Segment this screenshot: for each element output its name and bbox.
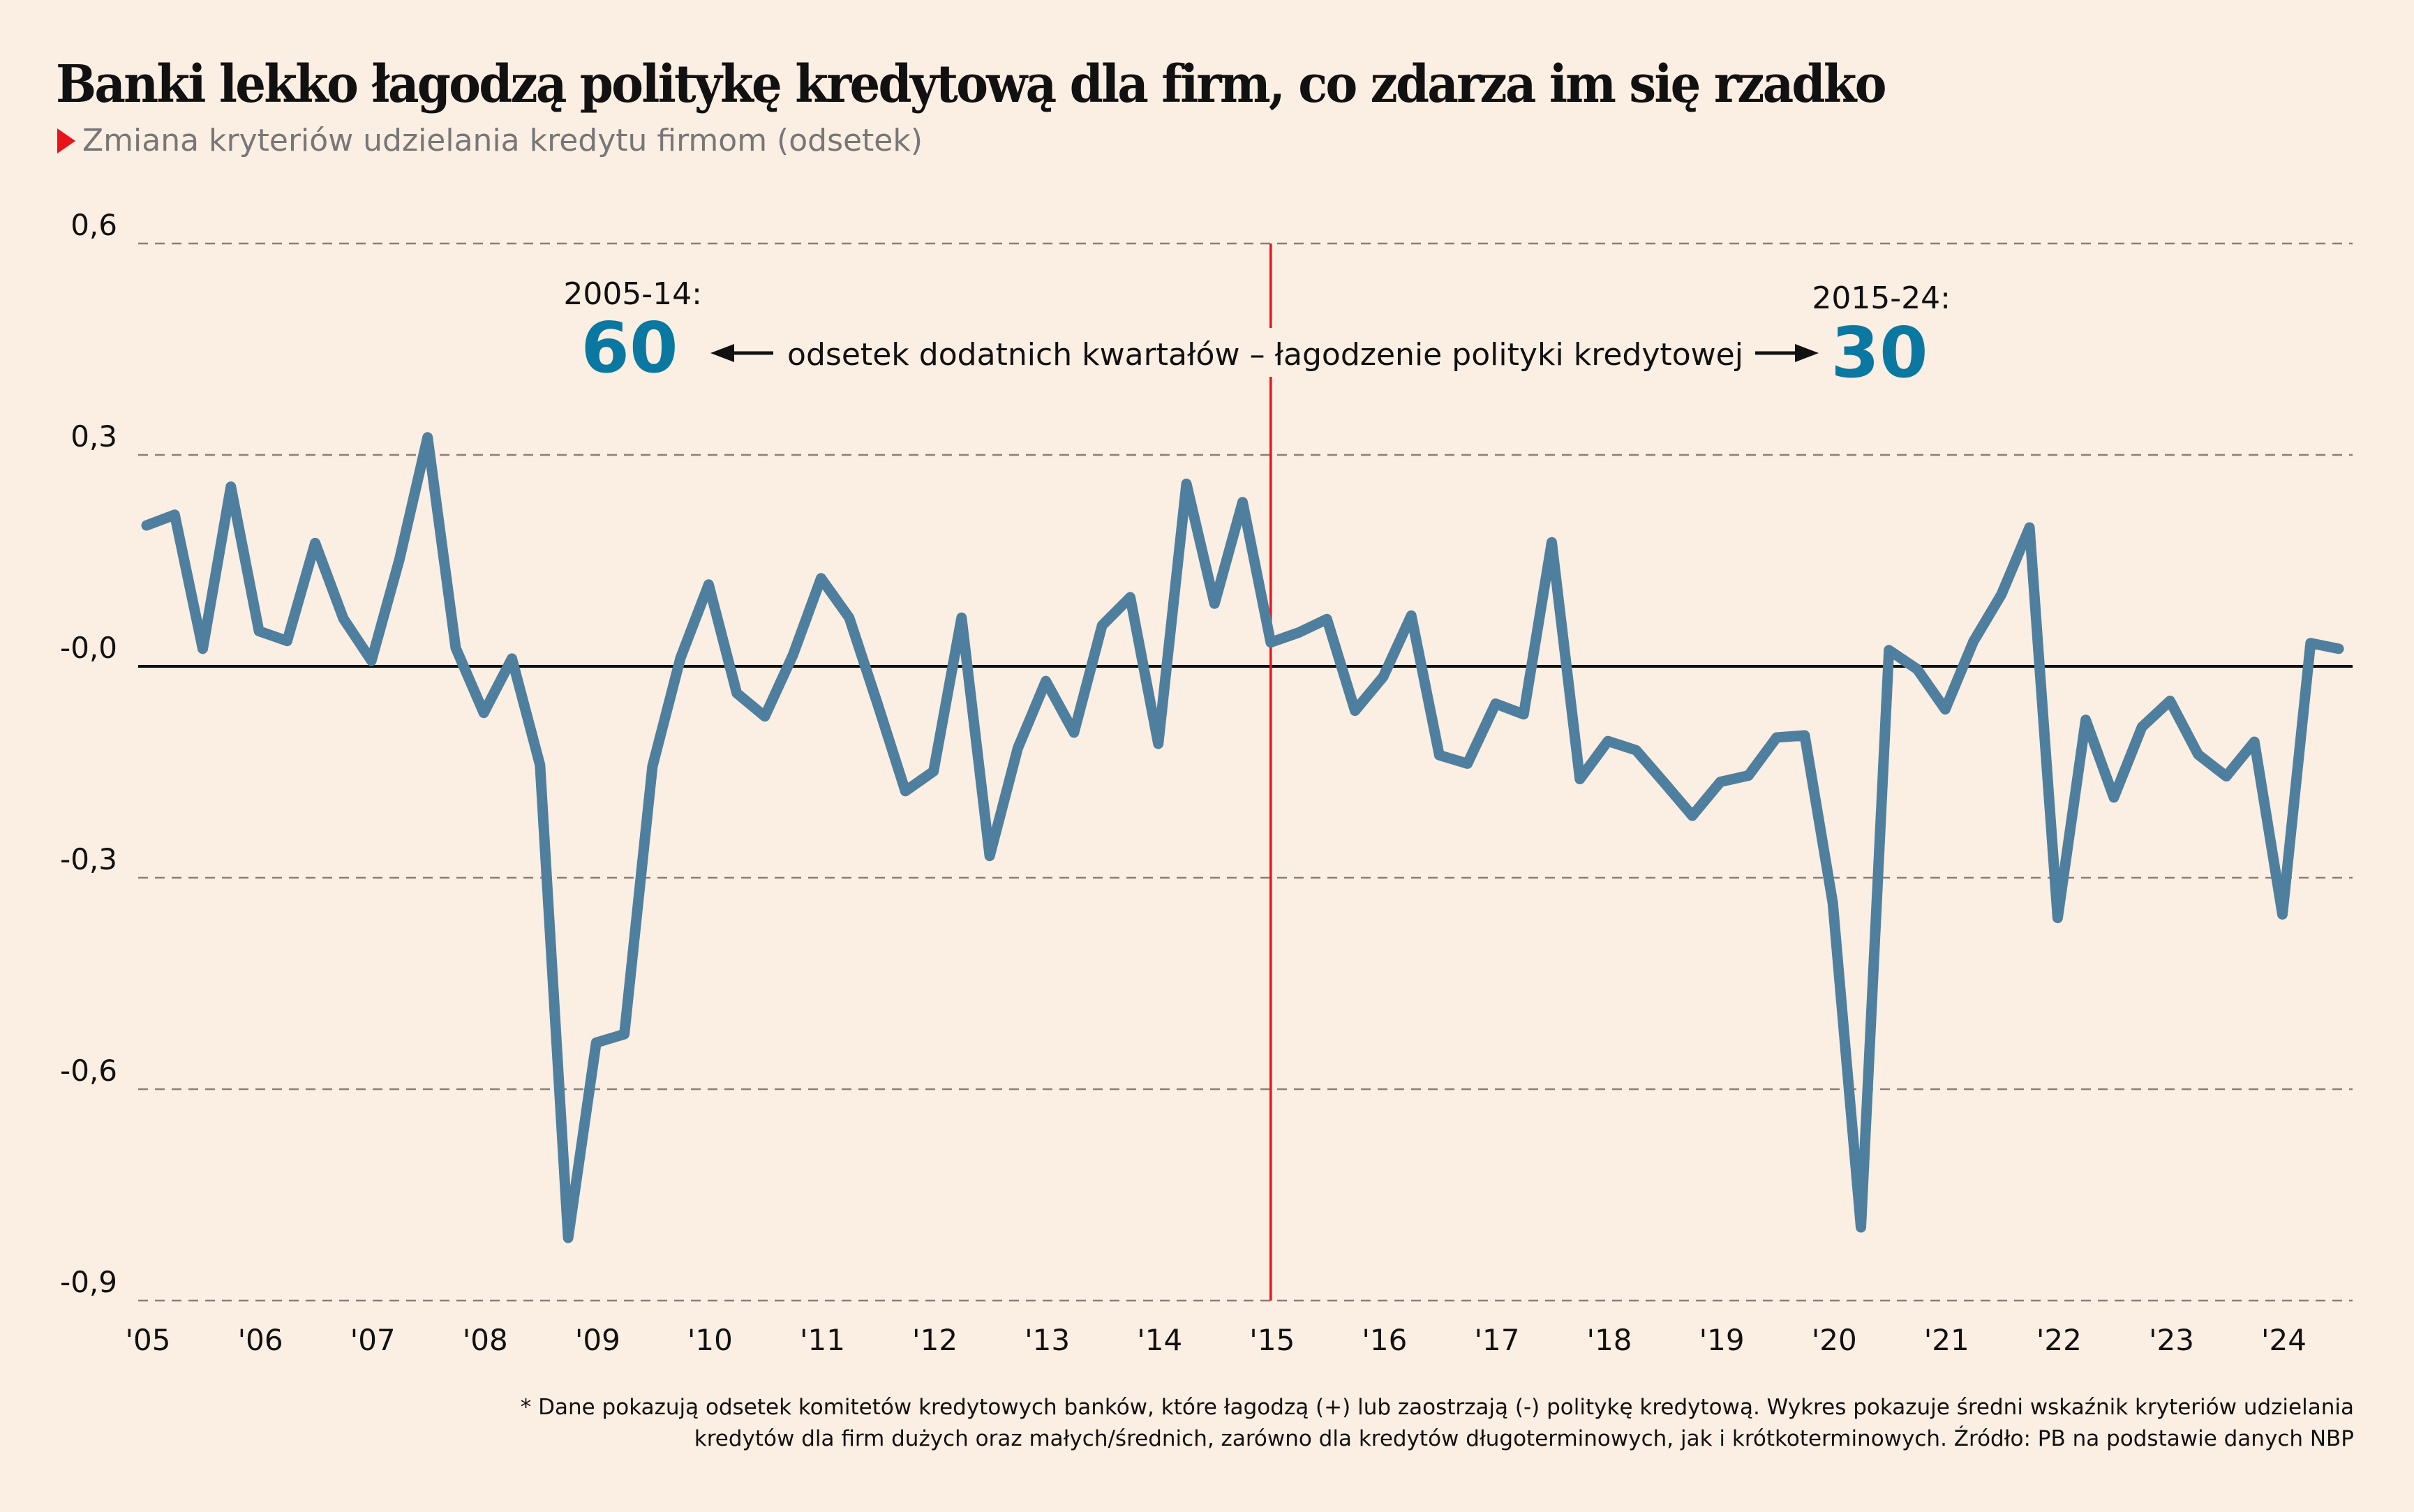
data-point: [1495, 703, 1496, 705]
data-point: [371, 660, 372, 661]
x-tick-label: '11: [800, 1323, 845, 1357]
data-point: [1607, 740, 1609, 742]
x-tick-label: '12: [912, 1323, 958, 1357]
data-point: [933, 770, 934, 772]
x-tick-label: '17: [1474, 1323, 1519, 1357]
x-tick-label: '07: [350, 1323, 396, 1357]
left-value-label: 60: [581, 307, 678, 389]
x-tick-label: '08: [463, 1323, 508, 1357]
x-tick-label: '22: [2036, 1323, 2082, 1357]
x-tick-label: '18: [1587, 1323, 1632, 1357]
red-triangle-icon: [57, 128, 75, 154]
middle-text-bg: [780, 328, 1750, 377]
arrow-left-icon: [710, 344, 773, 362]
data-point: [1748, 775, 1749, 777]
data-point: [2029, 527, 2030, 528]
data-point: [1973, 641, 1974, 643]
data-point: [595, 1042, 597, 1043]
data-point: [736, 692, 738, 694]
data-point: [398, 558, 400, 560]
data-series: [141, 432, 2344, 1243]
x-tick-label: '21: [1924, 1323, 1969, 1357]
data-point: [2141, 726, 2143, 728]
data-point: [680, 657, 681, 659]
x-tick-label: '20: [1812, 1323, 1857, 1357]
y-axis-labels: 0,6 0,3 -0,0 -0,3 -0,6 -0,9: [60, 208, 117, 1299]
data-point: [1101, 624, 1103, 626]
annotations: 2005-14: 60 odsetek dodatnich kwartałów …: [563, 276, 1951, 394]
right-value-label: 30: [1831, 312, 1928, 394]
data-point: [174, 514, 175, 516]
footnote-line-1: * Dane pokazują odsetek komitetów kredyt…: [520, 1395, 2354, 1420]
data-point: [1944, 709, 1946, 710]
footnote-line-2: kredytów dla firm dużych oraz małych/śre…: [694, 1426, 2354, 1451]
data-point: [1551, 541, 1552, 543]
x-tick-label: '09: [575, 1323, 620, 1357]
right-period-label: 2015-24:: [1812, 280, 1951, 316]
x-tick-label: '15: [1249, 1323, 1295, 1357]
data-point: [1410, 615, 1412, 616]
data-point: [1129, 597, 1131, 598]
data-point: [1270, 642, 1272, 643]
data-point: [1635, 749, 1637, 751]
x-tick-label: '23: [2149, 1323, 2194, 1357]
subtitle-text: Zmiana kryteriów udzielania kredytu firm…: [82, 123, 923, 158]
x-tick-label: '10: [687, 1323, 733, 1357]
y-tick-label: -0,9: [60, 1265, 117, 1299]
data-point: [1073, 732, 1075, 733]
x-tick-label: '16: [1362, 1323, 1407, 1357]
data-point: [2282, 914, 2283, 915]
data-point: [764, 716, 766, 717]
y-tick-label: -0,3: [60, 842, 117, 876]
data-point: [652, 765, 653, 767]
y-tick-label: 0,3: [70, 419, 117, 454]
chart-subtitle: Zmiana kryteriów udzielania kredytu firm…: [57, 123, 923, 158]
x-tick-label: '05: [126, 1323, 171, 1357]
x-tick-label: '13: [1025, 1323, 1070, 1357]
footnote: * Dane pokazują odsetek komitetów kredyt…: [121, 1392, 2354, 1455]
data-point: [1916, 668, 1918, 670]
x-tick-label: '19: [1699, 1323, 1745, 1357]
x-tick-label: '24: [2261, 1323, 2307, 1357]
x-tick-label: '14: [1137, 1323, 1182, 1357]
middle-annotation-text: odsetek dodatnich kwartałów – łagodzenie…: [787, 337, 1743, 373]
data-point: [230, 486, 232, 487]
data-point: [1720, 781, 1721, 783]
data-point: [708, 584, 709, 585]
series-line: [141, 432, 2344, 1243]
y-tick-label: -0,0: [60, 631, 117, 665]
gridlines: [138, 242, 2353, 1302]
chart-title: Banki lekko łagodzą politykę kredytową d…: [56, 54, 1887, 114]
data-point: [792, 654, 794, 656]
data-point: [1467, 763, 1468, 764]
data-point: [2085, 719, 2087, 721]
data-point: [1438, 754, 1440, 756]
y-tick-label: -0,6: [60, 1054, 117, 1088]
data-point: [624, 1033, 625, 1035]
x-tick-label: '06: [238, 1323, 283, 1357]
x-axis-labels: '05 '06 '07 '08 '09 '10 '11 '12 '13 '14 '15 '16 '17 '…: [126, 1323, 2307, 1357]
arrow-right-icon: [1755, 344, 1819, 362]
left-period-label: 2005-14:: [563, 276, 702, 312]
y-tick-label: 0,6: [70, 208, 117, 242]
data-point: [202, 648, 204, 650]
data-point: [2113, 797, 2115, 798]
data-point: [1045, 680, 1047, 682]
data-point: [961, 617, 962, 618]
